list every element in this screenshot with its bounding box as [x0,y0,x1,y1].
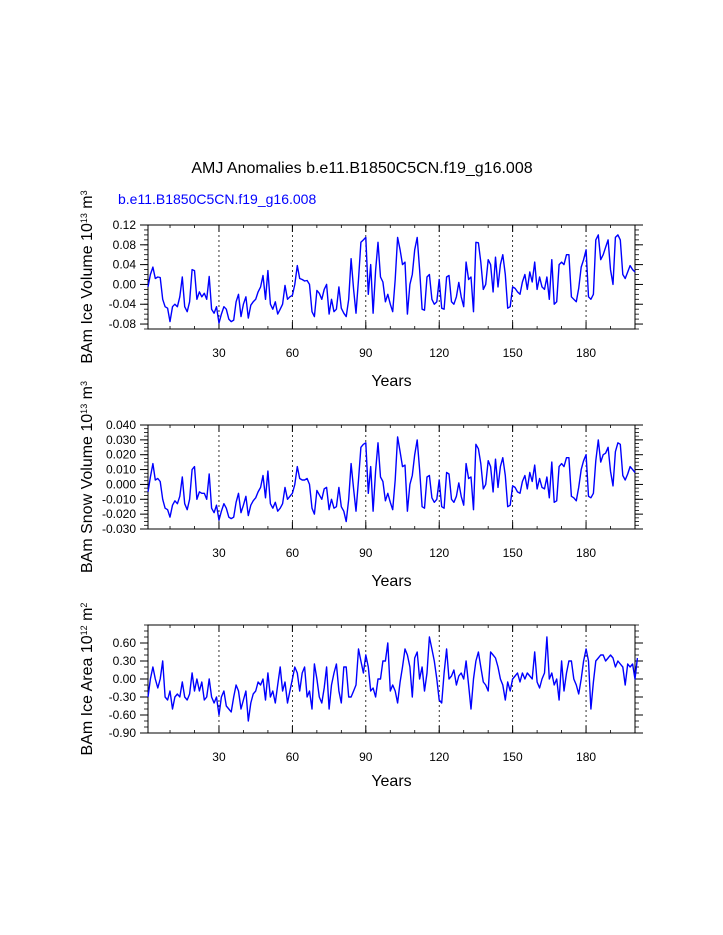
x-tick-label: 120 [429,346,449,360]
series-line [147,636,639,722]
y-tick-label: -0.010 [102,492,136,506]
case-label: b.e11.B1850C5CN.f19_g16.008 [118,191,316,207]
y-tick-label: 0.000 [106,477,136,491]
y-axis-title-base: BAm Ice Area 10 [79,635,96,755]
x-tick-label: 120 [429,546,449,560]
y-tick-label: 0.030 [106,433,136,447]
y-axis-title-exp1: 13 [79,404,89,414]
x-tick-label: 180 [576,546,596,560]
x-tick-label: 30 [212,546,226,560]
y-axis-title-mid: m [79,608,96,626]
y-tick-label: 0.010 [106,463,136,477]
x-tick-label: 60 [286,750,300,764]
series-line [147,234,636,324]
y-axis-title-base: BAm Ice Volume 10 [79,223,96,364]
y-tick-label: 0.12 [113,218,137,232]
ice-volume-panel: 30 60 90 120 150 180 -0.08 -0.04 0.00 0.04 0.08 0.1… [79,190,643,390]
y-tick-label: 0.30 [113,654,137,668]
y-axis-title-exp1: 12 [79,625,89,635]
plot-frame [147,624,636,734]
x-tick-label: 60 [286,546,300,560]
y-tick-label: 0.00 [113,672,137,686]
y-axis-title: BAm Ice Volume 1013 m3 [79,190,96,363]
y-axis-title: BAm Ice Area 1012 m2 [79,603,96,756]
x-tick-label: 90 [359,346,373,360]
y-tick-label: -0.08 [109,317,137,331]
x-axis-title: Years [371,373,411,390]
x-tick-label: 60 [286,346,300,360]
y-tick-label: 0.04 [113,258,137,272]
x-tick-label: 150 [503,346,523,360]
y-axis-title-exp2: 3 [79,381,89,386]
x-tick-label: 150 [503,546,523,560]
x-tick-label: 120 [429,750,449,764]
y-tick-label: -0.30 [109,690,137,704]
x-tick-label: 90 [359,546,373,560]
y-axis-title-exp2: 2 [79,603,89,608]
plot-frame [147,224,636,330]
y-tick-label: -0.020 [102,507,136,521]
y-axis-title: BAm Snow Volume 1013 m3 [79,381,96,573]
snow-volume-panel: 30 60 90 120 150 180-0.030-0.020-0.0100.0000.… [79,381,643,590]
x-axis-title: Years [371,773,411,790]
x-tick-label: 150 [503,750,523,764]
y-axis-title-exp1: 13 [79,213,89,223]
y-tick-label: 0.00 [113,277,137,291]
y-tick-label: 0.60 [113,636,137,650]
y-axis-title-mid: m [79,386,96,404]
y-tick-label: 0.08 [113,238,137,252]
x-tick-label: 30 [212,750,226,764]
ice-area-panel: 30 60 90 120 150 180 -0.90 -0.60 -0.30 0.00 0.30 0.… [79,603,643,790]
x-tick-label: 180 [576,750,596,764]
y-axis-title-mid: m [79,195,96,213]
series-line [147,436,636,523]
y-tick-label: -0.90 [109,726,137,740]
y-axis-title-exp2: 3 [79,190,89,195]
x-tick-label: 30 [212,346,226,360]
y-tick-label: 0.040 [106,418,136,432]
y-axis-title-base: BAm Snow Volume 10 [79,414,96,573]
y-tick-label: -0.60 [109,708,137,722]
x-axis-title: Years [371,573,411,590]
y-tick-label: -0.04 [109,297,137,311]
x-tick-label: 180 [576,346,596,360]
x-tick-label: 90 [359,750,373,764]
y-tick-label: -0.030 [102,522,136,536]
figure-title: AMJ Anomalies b.e11.B1850C5CN.f19_g16.00… [191,160,532,177]
y-tick-label: 0.020 [106,448,136,462]
